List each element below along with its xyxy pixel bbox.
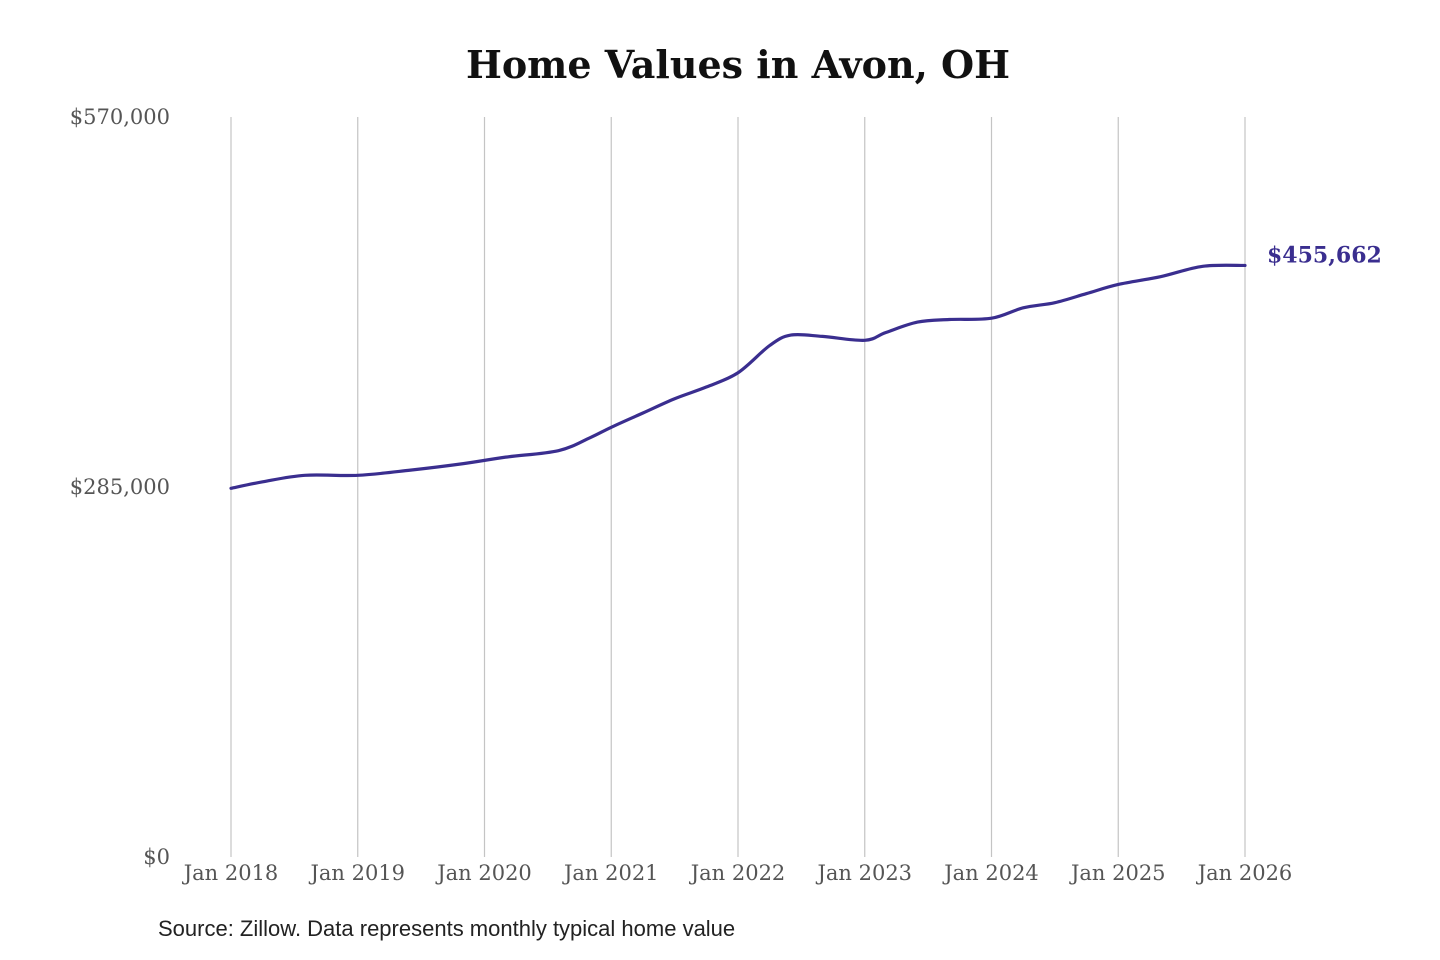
y-tick-label: $285,000 [70,475,170,499]
series-line-0 [229,263,1247,490]
x-tick-label: Jan 2021 [562,861,659,885]
gridlines [230,117,1246,857]
end-value-label: $455,662 [1267,242,1382,268]
y-tick-label: $0 [143,845,170,869]
y-tick-label: $570,000 [70,105,170,129]
x-tick-label: Jan 2019 [308,861,405,885]
end-label-layer: $455,662 [1267,242,1382,268]
x-tick-label: Jan 2025 [1069,861,1166,885]
source-note: Source: Zillow. Data represents monthly … [158,916,736,941]
y-axis-ticks: $0 $285,000 $570,000 [70,105,170,869]
x-tick-label: Jan 2024 [942,861,1039,885]
x-axis-ticks: Jan 2018 Jan 2019 Jan 2020 Jan 2021 Jan 2022… [182,861,1293,885]
x-tick-label: Jan 2018 [182,861,279,885]
x-tick-label: Jan 2022 [689,861,786,885]
x-tick-label: Jan 2020 [435,861,532,885]
x-tick-label: Jan 2023 [815,861,912,885]
series-layer [229,263,1247,490]
chart-title: Home Values in Avon, OH [465,42,1011,87]
x-tick-label: Jan 2026 [1196,861,1293,885]
